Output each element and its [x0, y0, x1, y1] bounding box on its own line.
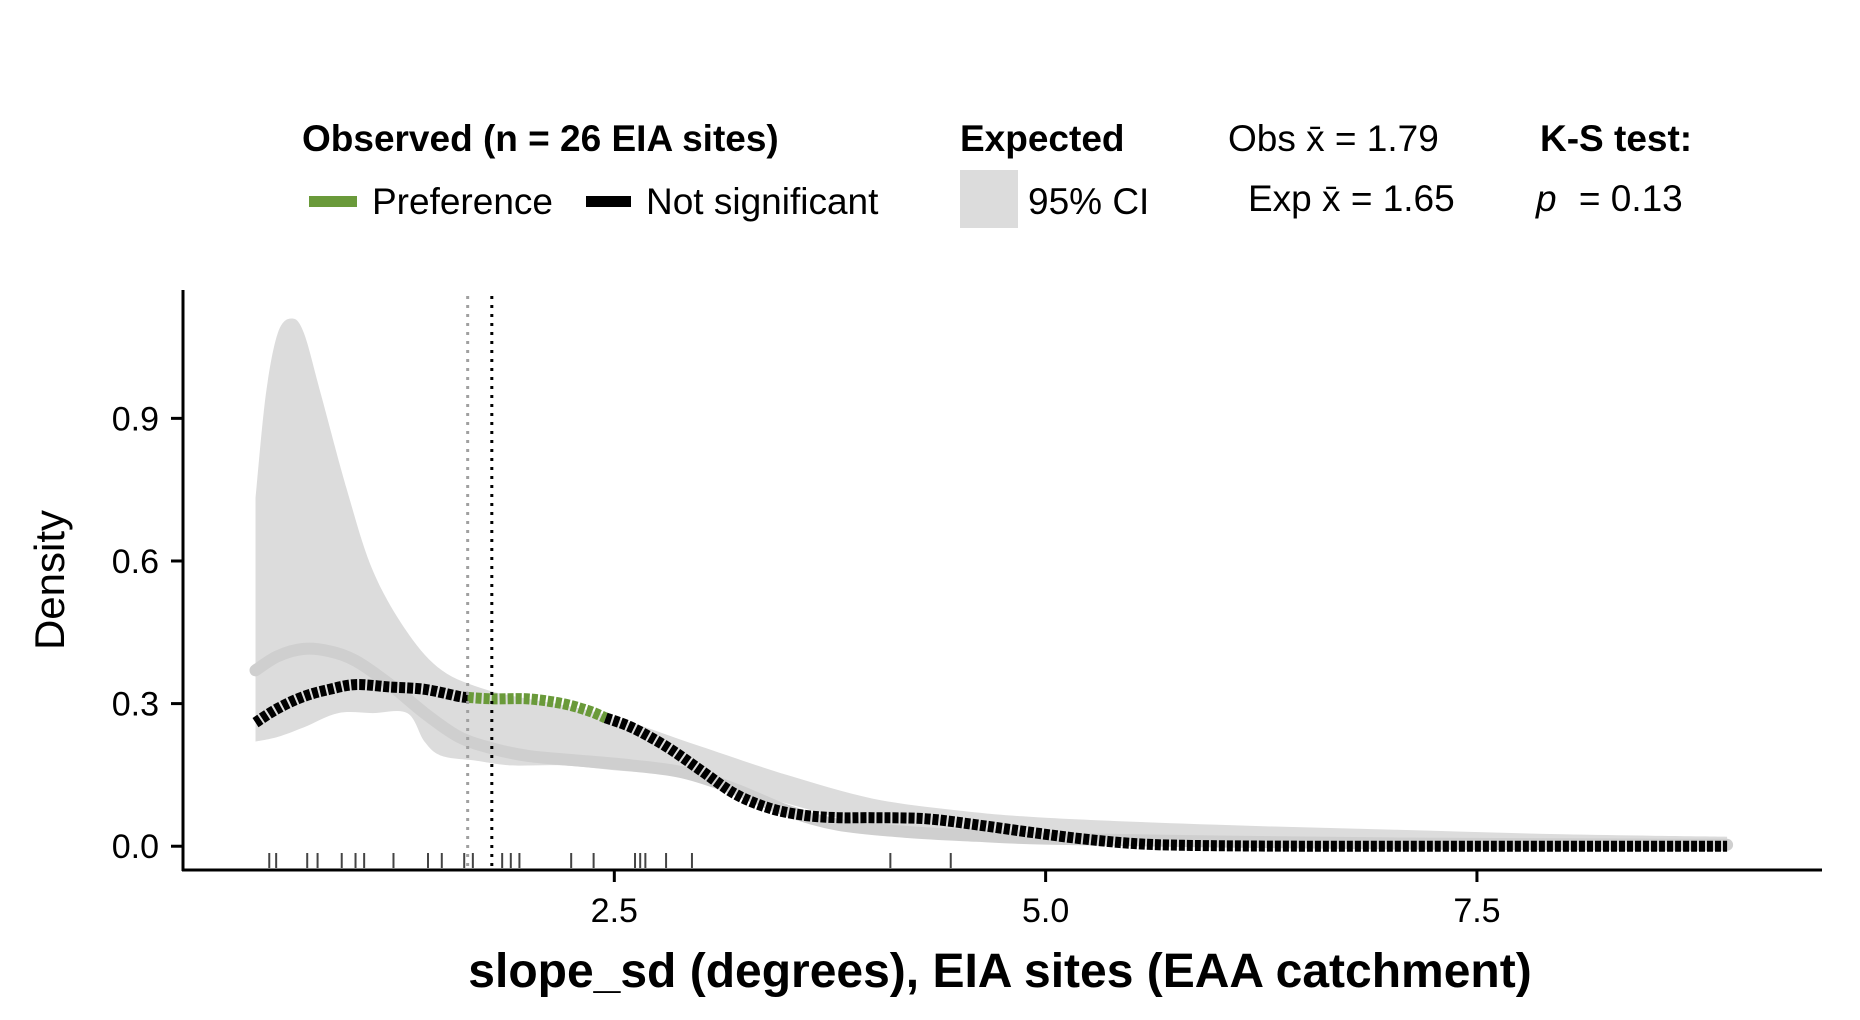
ks-p-text: p = 0.13	[1535, 178, 1683, 219]
x-tick-label: 5.0	[1022, 892, 1069, 930]
x-axis-title: slope_sd (degrees), EIA sites (EAA catch…	[468, 945, 1531, 998]
axes: 0.0 0.3 0.6 0.9 2.5 5.0 7.5	[112, 290, 1822, 930]
legend-label-not-significant: Not significant	[646, 181, 879, 222]
expected-ci-band	[255, 318, 1728, 847]
y-tick-label: 0.3	[112, 686, 159, 724]
x-axis-ticks: 2.5 5.0 7.5	[591, 870, 1501, 930]
series-not-significant-0	[252, 679, 469, 728]
ks-p-value: = 0.13	[1579, 178, 1683, 219]
rug-marks	[268, 853, 952, 868]
y-tick-label: 0.0	[112, 828, 159, 866]
obs-mean-text: Obs x̄ = 1.79	[1228, 118, 1439, 159]
legend-observed-title: Observed (n = 26 EIA sites)	[302, 118, 779, 159]
plot-area	[249, 296, 1734, 870]
legend-swatch-preference	[309, 196, 357, 207]
exp-mean-text: Exp x̄ = 1.65	[1248, 178, 1455, 219]
legend-swatch-not-significant	[586, 196, 631, 207]
legend: Observed (n = 26 EIA sites) Preference N…	[302, 118, 1692, 228]
series-preference-1	[467, 691, 608, 723]
legend-expected-title: Expected	[960, 118, 1125, 159]
observed-density-series	[252, 679, 1728, 852]
ks-title: K-S test:	[1540, 118, 1692, 159]
y-axis-title: Density	[26, 510, 73, 650]
y-tick-label: 0.6	[112, 543, 159, 581]
ks-p-symbol: p	[1535, 178, 1557, 219]
y-tick-label: 0.9	[112, 400, 159, 438]
legend-label-ci: 95% CI	[1028, 181, 1149, 222]
legend-label-preference: Preference	[372, 181, 553, 222]
x-tick-label: 2.5	[591, 892, 638, 930]
y-axis-ticks: 0.0 0.3 0.6 0.9	[112, 400, 183, 866]
legend-swatch-ci	[960, 170, 1018, 228]
series-not-significant-2	[603, 712, 1728, 852]
x-tick-label: 7.5	[1453, 892, 1500, 930]
